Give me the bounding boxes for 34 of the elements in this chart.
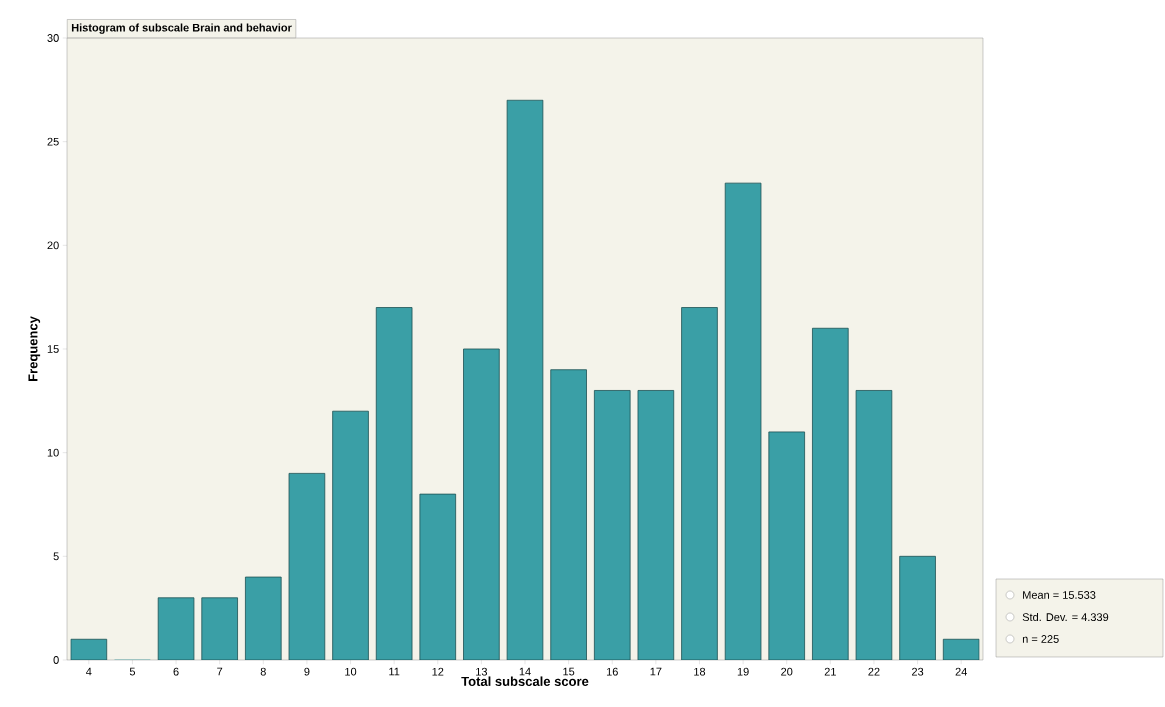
y-tick-label: 15 (47, 345, 59, 353)
x-tick-label: 7 (217, 667, 223, 676)
x-tick-label: 6 (173, 667, 179, 676)
x-tick-label: 5 (129, 667, 136, 676)
x-tick-label: 14 (519, 667, 531, 676)
x-tick-label: 18 (694, 667, 706, 676)
y-axis-title: Frequency (28, 316, 41, 381)
x-tick-label: 9 (304, 667, 310, 676)
x-tick-label: 24 (955, 667, 967, 676)
x-tick-label: 13 (476, 667, 488, 676)
x-tick-label: 12 (432, 667, 444, 676)
x-tick-label: 23 (912, 667, 924, 676)
x-tick-label: 4 (86, 667, 92, 676)
x-axis-title: Total subscale score (461, 676, 589, 686)
y-tick-label: 0 (53, 656, 59, 664)
x-tick-label: 8 (260, 667, 266, 676)
x-tick-label: 16 (606, 667, 618, 676)
x-tick-label: 10 (345, 667, 357, 676)
y-tick-label: 5 (53, 552, 59, 561)
y-tick-label: 30 (47, 34, 59, 42)
y-tick-label: 25 (47, 137, 59, 146)
x-tick-label: 11 (389, 667, 400, 676)
text: Std. Dev. = 4.339 (1022, 612, 1109, 622)
x-tick-label: 17 (650, 667, 662, 676)
x-tick-label: 21 (824, 667, 836, 676)
x-tick-label: 19 (737, 667, 749, 676)
x-tick-label: 20 (781, 667, 793, 676)
text: n = 225 (1022, 635, 1059, 643)
y-tick-label: 20 (47, 241, 59, 250)
chart-title: Histogram of subscale Brain and behavior (71, 23, 292, 34)
text: Mean = 15.533 (1023, 591, 1096, 599)
x-tick-label: 15 (563, 667, 575, 676)
x-tick-label: 22 (868, 667, 880, 676)
y-tick-label: 10 (47, 448, 59, 457)
